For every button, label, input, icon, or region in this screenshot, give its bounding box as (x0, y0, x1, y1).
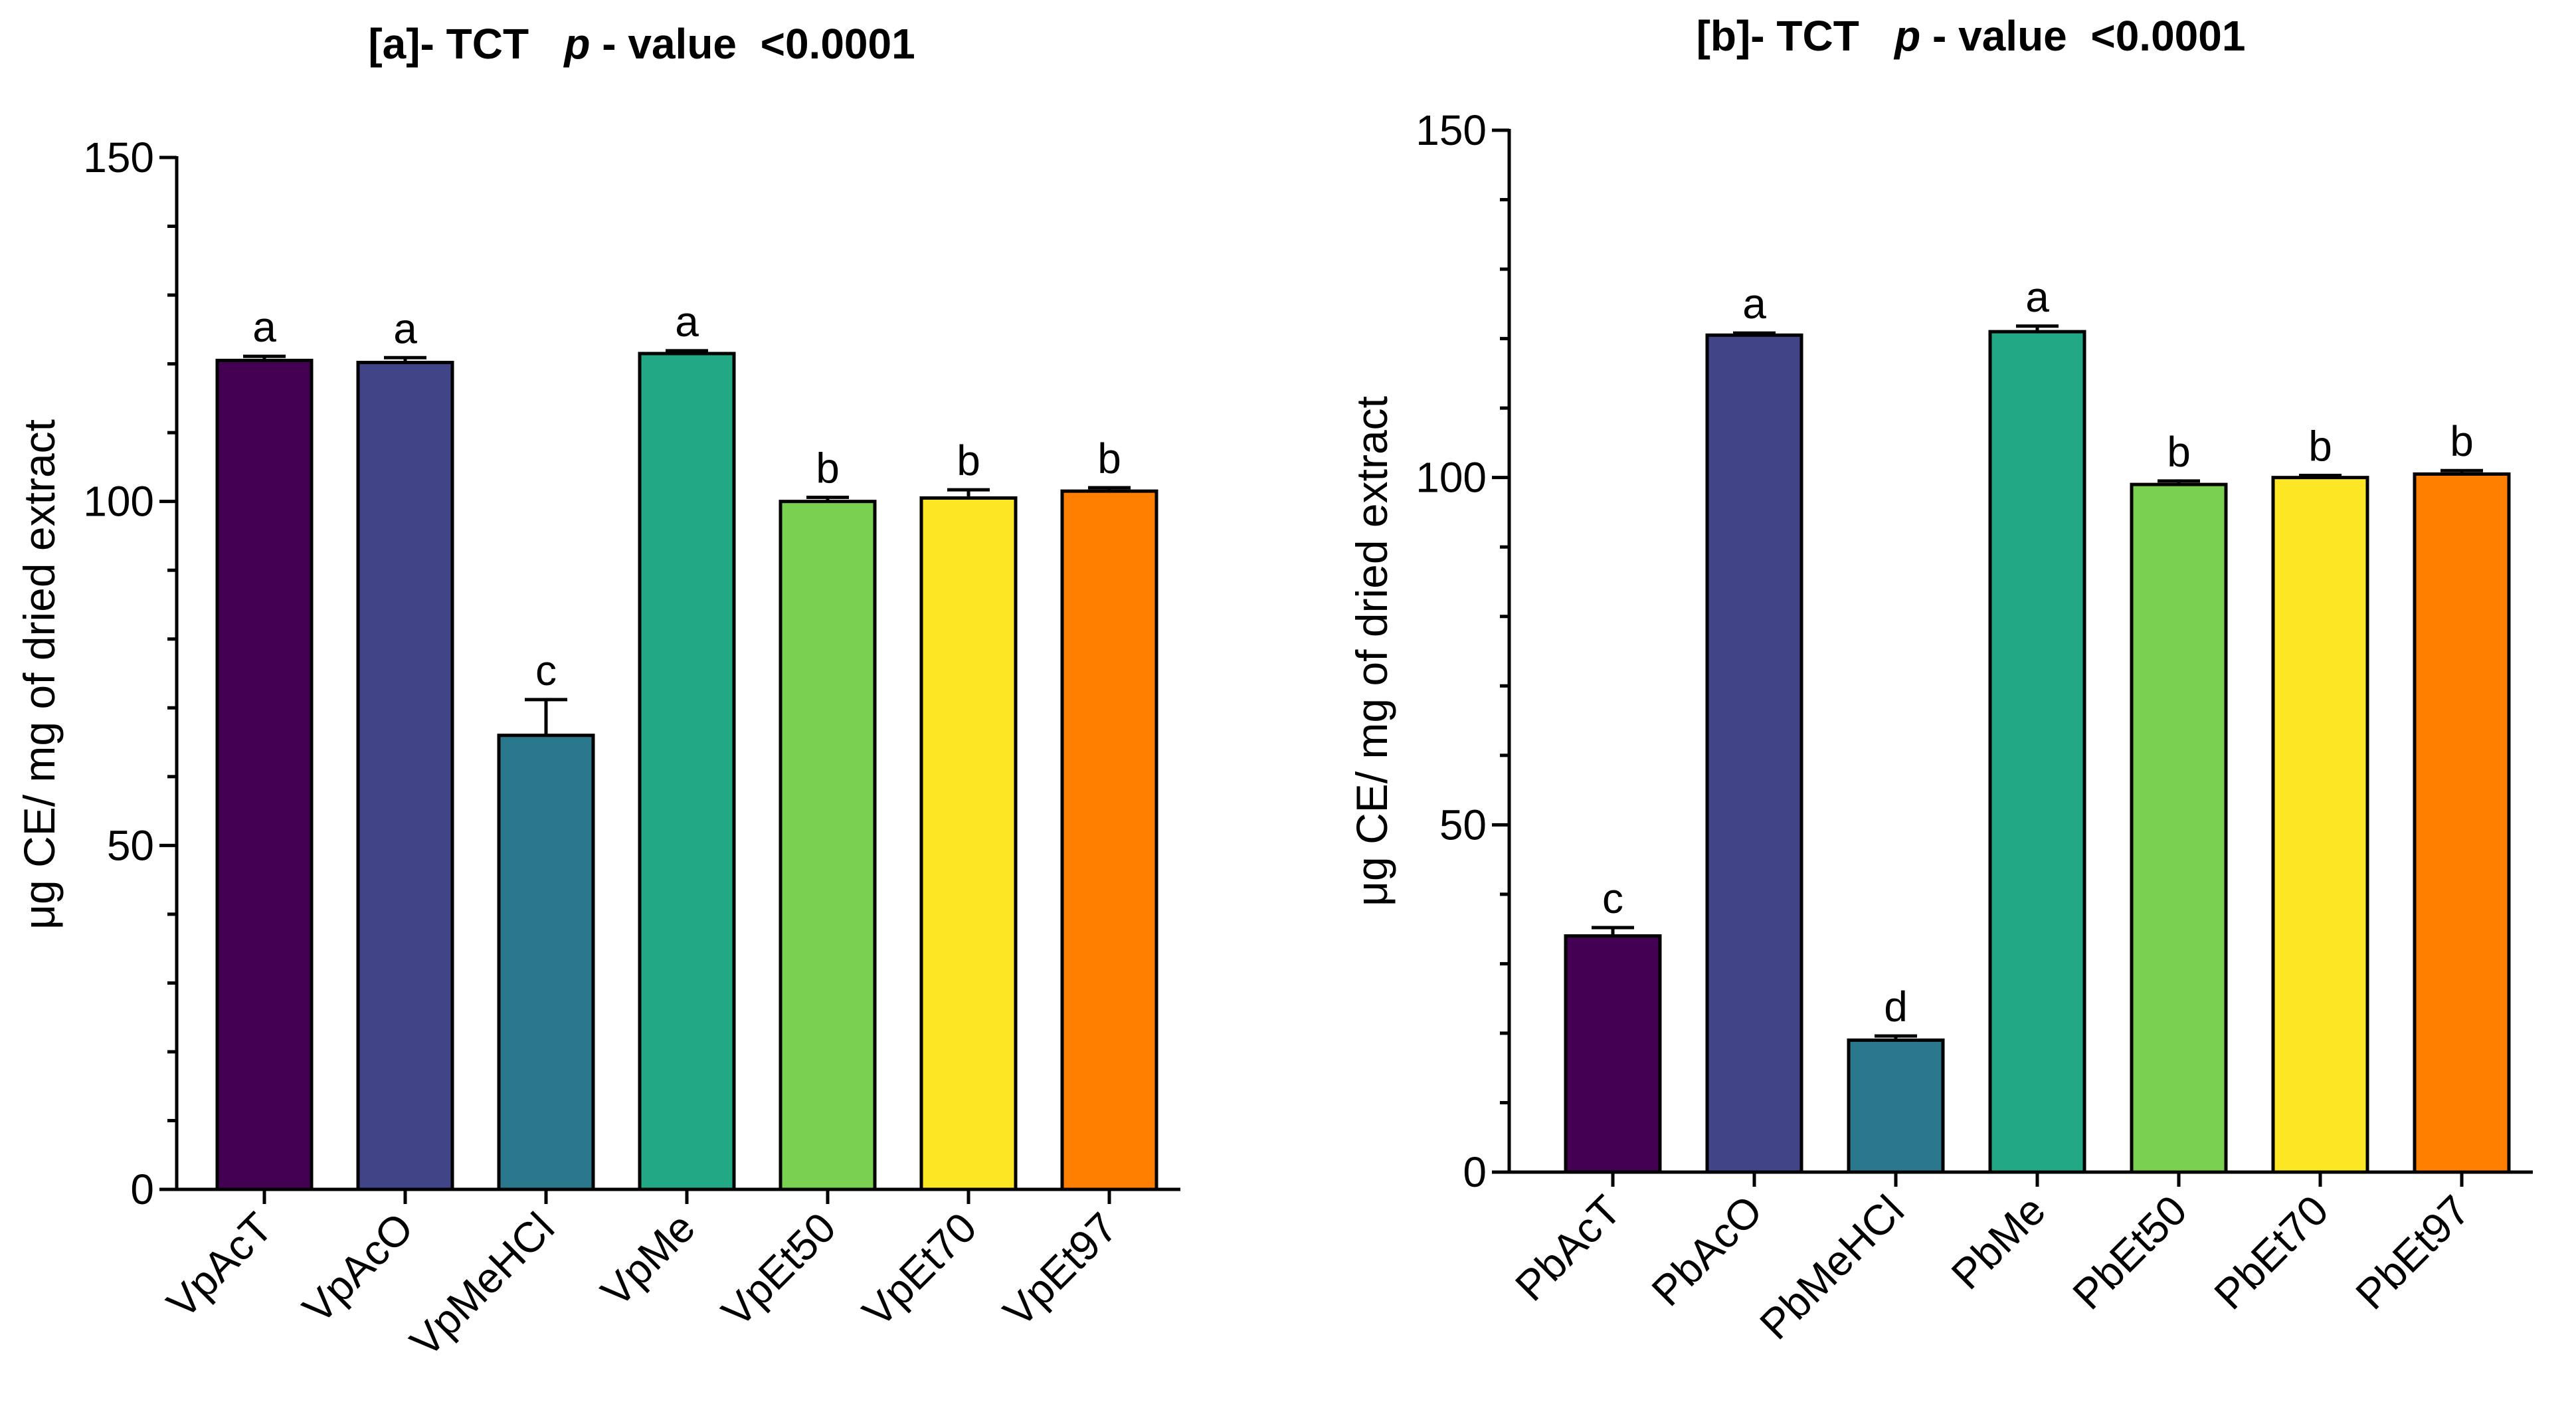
title-p: p (563, 20, 590, 68)
significance-letter-VpAcT: a (252, 303, 276, 351)
significance-letter-PbAcT: c (1602, 874, 1623, 922)
x-tick-label-PbMeHCl: PbMeHCl (1750, 1186, 1913, 1349)
significance-letter-VpEt70: b (957, 437, 980, 484)
y-tick-label: 0 (1463, 1148, 1487, 1196)
title-prefix: [a]- TCT (368, 20, 564, 68)
title-suffix: - value <0.0001 (590, 20, 915, 68)
bar-VpMeHCl (497, 734, 595, 1191)
x-tick-label-VpAcT: VpAcT (157, 1203, 282, 1328)
bar-VpMe (638, 352, 736, 1191)
significance-letter-VpEt97: b (1097, 435, 1121, 482)
significance-letter-PbMeHCl: d (1884, 983, 1908, 1031)
x-tick-label-VpMe: VpMe (592, 1203, 704, 1316)
x-tick-label-PbMe: PbMe (1942, 1186, 2055, 1298)
bar-PbMe (1988, 330, 2086, 1174)
significance-letter-PbEt50: b (2167, 428, 2191, 476)
significance-letter-VpAcO: a (393, 304, 417, 352)
y-tick-label: 0 (130, 1165, 154, 1213)
bar-VpAcT (215, 358, 314, 1191)
x-tick-label-VpEt50: VpEt50 (713, 1203, 845, 1336)
significance-letter-PbEt97: b (2450, 417, 2474, 465)
significance-letter-PbAcO: a (1742, 280, 1766, 328)
x-tick-label-PbEt50: PbEt50 (2064, 1186, 2196, 1318)
y-axis-label: μg CE/ mg of dried extract (1347, 396, 1396, 906)
bar-PbMeHCl (1847, 1038, 1945, 1174)
significance-letter-PbMe: a (2025, 273, 2049, 321)
y-tick-label: 100 (1416, 454, 1487, 502)
chart-title: [b]- TCT p - value <0.0001 (1697, 12, 2246, 60)
bar-VpAcO (356, 361, 454, 1191)
title-prefix: [b]- TCT (1697, 12, 1895, 60)
y-tick-label: 50 (107, 821, 154, 869)
y-tick-label: 100 (83, 478, 154, 526)
bar-PbAcT (1564, 934, 1662, 1174)
bar-PbAcO (1705, 333, 1803, 1174)
bar-PbEt97 (2413, 472, 2511, 1174)
significance-letter-VpMeHCl: c (535, 647, 557, 694)
x-tick-label-PbAcO: PbAcO (1643, 1186, 1772, 1315)
bar-VpEt70 (919, 496, 1018, 1191)
y-tick-label: 150 (1416, 106, 1487, 154)
bar-PbEt70 (2271, 476, 2369, 1174)
bar-VpEt50 (779, 500, 877, 1191)
significance-letter-VpMe: a (675, 298, 699, 346)
x-tick-label-VpMeHCl: VpMeHCl (401, 1203, 563, 1366)
x-tick-label-VpEt97: VpEt97 (994, 1203, 1127, 1336)
y-axis-label: μg CE/ mg of dried extract (15, 419, 64, 930)
bar-VpEt97 (1060, 489, 1158, 1191)
x-tick-label-VpEt70: VpEt70 (854, 1203, 986, 1336)
x-tick-label-PbEt97: PbEt97 (2347, 1186, 2479, 1318)
y-tick-label: 50 (1439, 801, 1487, 849)
x-tick-label-PbAcT: PbAcT (1506, 1186, 1630, 1310)
significance-letter-PbEt70: b (2308, 423, 2332, 470)
x-tick-label-VpAcO: VpAcO (294, 1203, 422, 1332)
panel-b-chart: [b]- TCT p - value <0.0001 μg CE/ mg of d… (1347, 12, 2533, 1349)
y-tick-label: 150 (83, 134, 154, 181)
bar-PbEt50 (2130, 482, 2228, 1174)
x-tick-label-PbEt70: PbEt70 (2205, 1186, 2338, 1318)
title-p: p (1893, 12, 1920, 60)
title-suffix: - value <0.0001 (1920, 12, 2245, 60)
panel-a-chart: [a]- TCT p - value <0.0001 μg CE/ mg of d… (15, 20, 1180, 1366)
significance-letter-VpEt50: b (816, 444, 840, 492)
chart-title: [a]- TCT p - value <0.0001 (368, 20, 915, 68)
